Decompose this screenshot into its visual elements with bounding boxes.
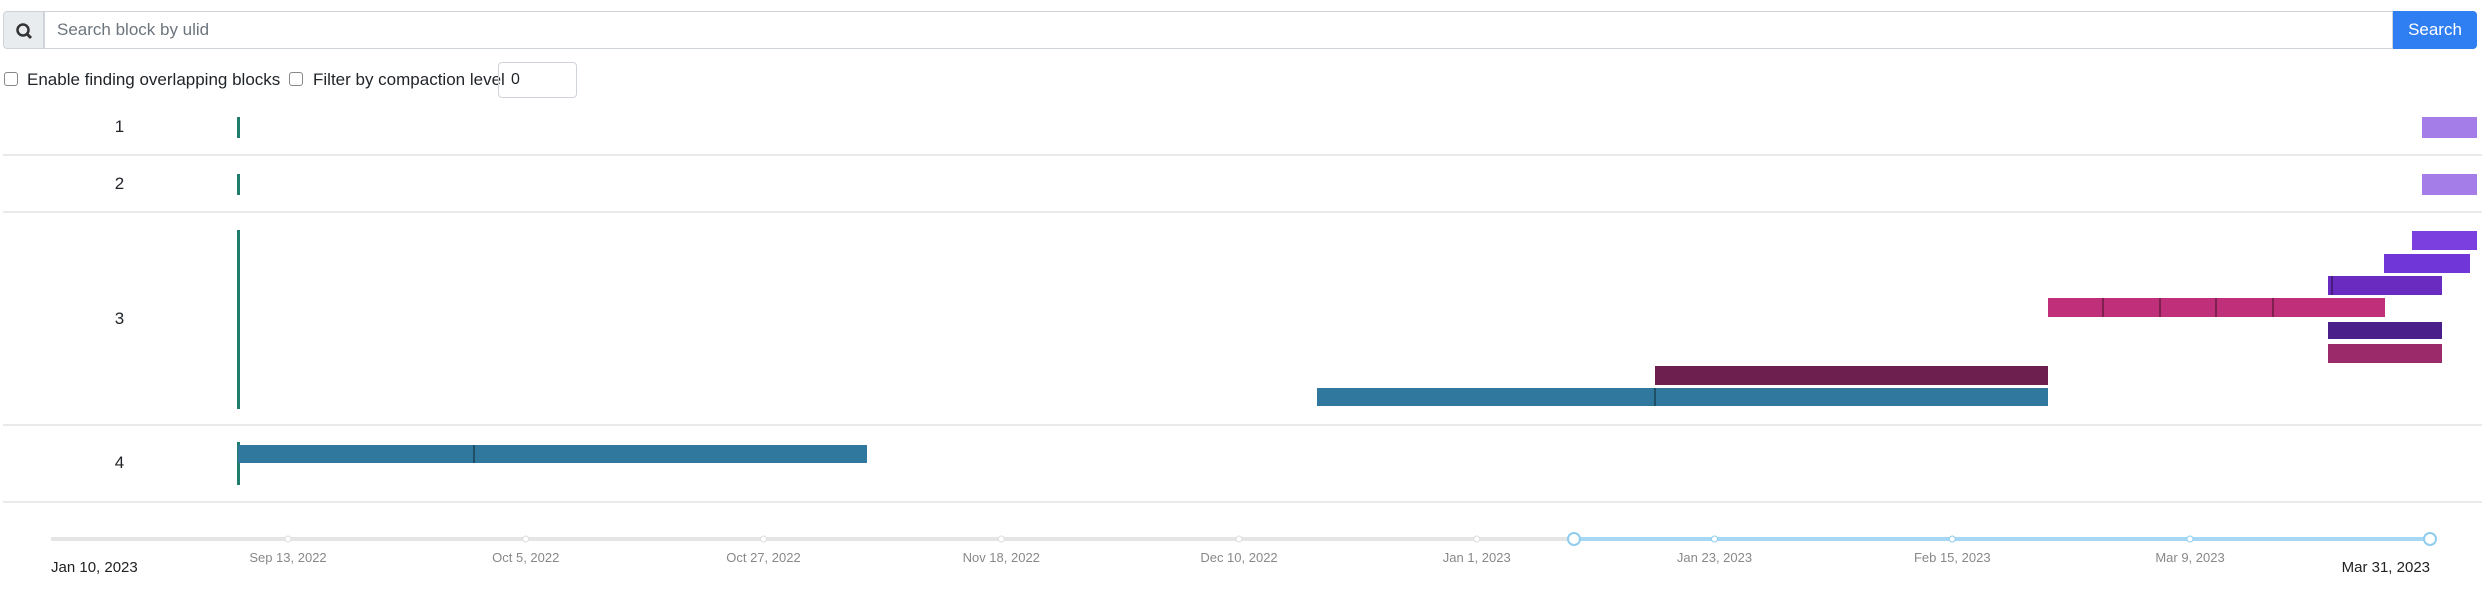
block-marker bbox=[237, 117, 240, 138]
block[interactable] bbox=[2328, 322, 2442, 339]
block-marker bbox=[237, 442, 240, 485]
timeline-tick-label: Mar 9, 2023 bbox=[2155, 550, 2224, 565]
timeline-tick-label: Oct 5, 2022 bbox=[492, 550, 559, 565]
block[interactable] bbox=[238, 445, 867, 463]
overlap-label: Enable finding overlapping blocks bbox=[27, 70, 281, 89]
range-end: Mar 31, 2023 bbox=[2342, 559, 2430, 576]
block-marker bbox=[237, 174, 240, 195]
timeline-tick bbox=[522, 535, 530, 543]
range-handle[interactable] bbox=[2423, 532, 2437, 546]
block[interactable] bbox=[2328, 344, 2442, 363]
search-placeholder: Search block by ulid bbox=[57, 20, 210, 39]
timeline-tick bbox=[997, 535, 1005, 543]
timeline-tick-label: Oct 27, 2022 bbox=[726, 550, 800, 565]
timeline-tick-label: Jan 1, 2023 bbox=[1443, 550, 1511, 565]
timeline-tick-label: Sep 13, 2022 bbox=[249, 550, 326, 565]
search-button[interactable]: Search bbox=[2393, 11, 2477, 49]
timeline-tick bbox=[1948, 535, 1956, 543]
block[interactable] bbox=[2384, 254, 2470, 273]
block[interactable] bbox=[1317, 388, 2048, 406]
row-label: 3 bbox=[114, 309, 125, 328]
timeline-tick bbox=[760, 535, 767, 543]
timeline-tick bbox=[1711, 535, 1718, 543]
timeline-tick bbox=[1235, 535, 1243, 543]
block[interactable] bbox=[2328, 276, 2442, 295]
row-label: 2 bbox=[114, 174, 125, 193]
block[interactable] bbox=[2422, 117, 2477, 138]
block[interactable] bbox=[2048, 298, 2385, 317]
icon-svg bbox=[16, 23, 33, 40]
search-input[interactable] bbox=[44, 11, 2393, 49]
timeline-tick-label: Feb 15, 2023 bbox=[1914, 550, 1991, 565]
block[interactable] bbox=[2412, 231, 2477, 250]
search-icon[interactable] bbox=[3, 11, 44, 49]
range-handle[interactable] bbox=[1567, 532, 1581, 546]
block[interactable] bbox=[2422, 174, 2477, 195]
timeline-tick bbox=[1473, 535, 1481, 543]
overlap-checkbox[interactable] bbox=[4, 72, 18, 86]
timeline-tick-label: Dec 10, 2022 bbox=[1200, 550, 1277, 565]
compaction-label: Filter by compaction level bbox=[313, 70, 505, 89]
timeline-tick-label: Nov 18, 2022 bbox=[963, 550, 1040, 565]
range-start: Jan 10, 2023 bbox=[51, 559, 138, 576]
row-label: 4 bbox=[114, 453, 125, 472]
timeline-tick-label: Jan 23, 2023 bbox=[1677, 550, 1752, 565]
block-marker bbox=[237, 230, 240, 409]
level-input[interactable]: 0 bbox=[498, 62, 577, 98]
compaction-checkbox[interactable] bbox=[289, 72, 303, 86]
timeline-tick bbox=[284, 535, 292, 543]
block[interactable] bbox=[1655, 366, 2048, 385]
row-label: 1 bbox=[114, 117, 125, 136]
timeline-tick bbox=[2186, 535, 2194, 543]
